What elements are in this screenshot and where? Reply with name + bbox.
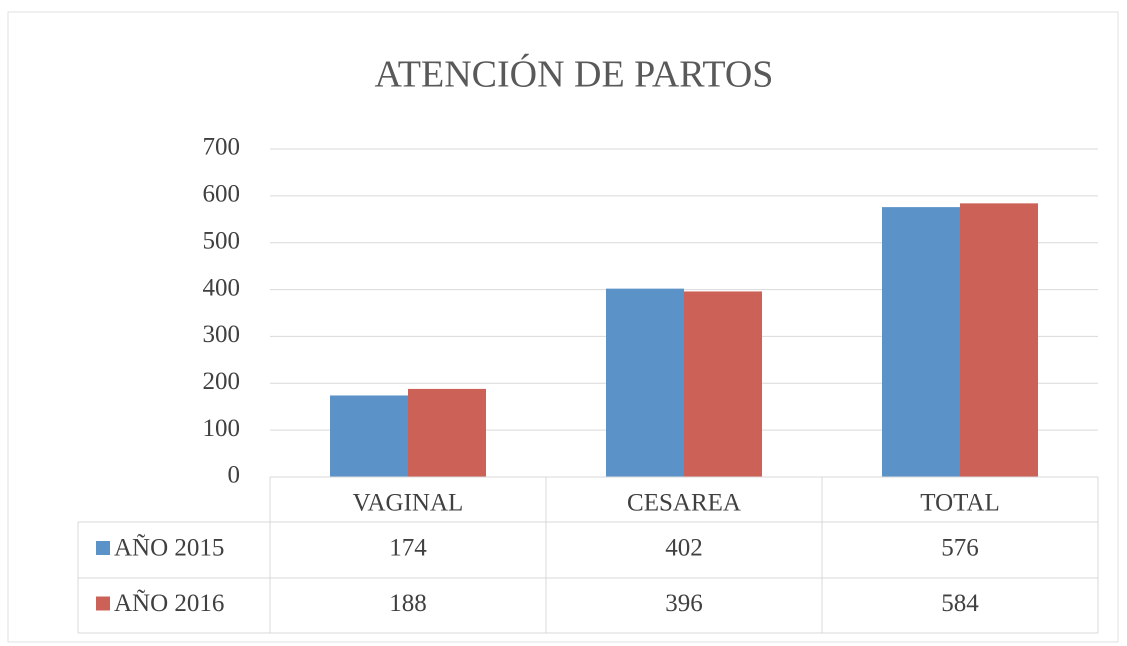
table-value: 188: [389, 590, 427, 617]
bar: [330, 395, 408, 477]
bar: [684, 291, 762, 477]
bar: [960, 203, 1038, 477]
table-value: 576: [941, 535, 979, 562]
bar: [882, 207, 960, 478]
y-tick-label: 100: [203, 415, 241, 442]
y-tick-label: 400: [203, 274, 241, 301]
y-tick-label: 600: [203, 181, 241, 208]
bar: [408, 388, 486, 477]
table-value: 402: [665, 535, 703, 562]
y-tick-label: 300: [203, 321, 241, 348]
table-value: 396: [665, 590, 703, 617]
y-tick-label: 0: [228, 462, 241, 489]
y-tick-label: 700: [203, 134, 241, 161]
table-value: 584: [941, 590, 979, 617]
legend-key: [96, 541, 110, 555]
y-tick-label: 500: [203, 227, 241, 254]
legend-label: AÑO 2016: [114, 589, 224, 617]
bar: [606, 288, 684, 477]
x-tick-label: TOTAL: [920, 490, 999, 517]
table-value: 174: [389, 535, 427, 562]
x-tick-label: VAGINAL: [353, 490, 464, 517]
y-tick-label: 200: [203, 368, 241, 395]
legend-label: AÑO 2015: [114, 534, 224, 562]
x-tick-label: CESAREA: [627, 490, 741, 517]
chart-title: ATENCIÓN DE PARTOS: [375, 54, 774, 96]
legend-key: [96, 596, 110, 611]
